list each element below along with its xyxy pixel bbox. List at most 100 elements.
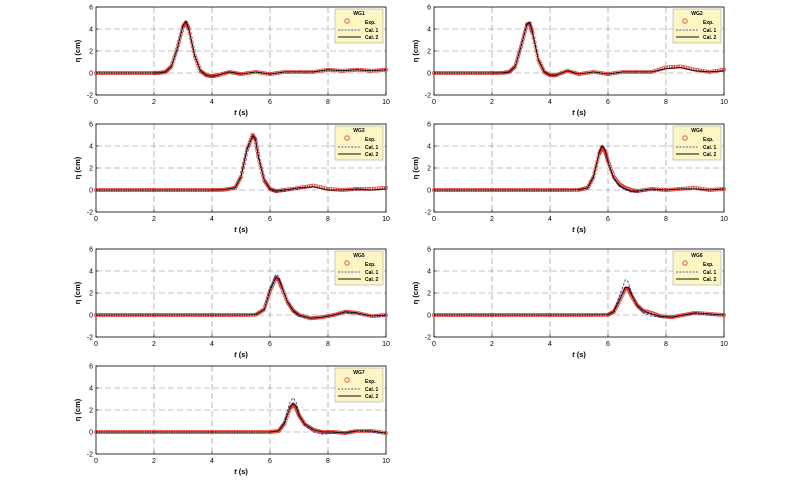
x-tick-label: 4 xyxy=(210,99,214,106)
x-tick-label: 6 xyxy=(268,99,272,106)
legend-title: WG2 xyxy=(691,11,703,17)
x-axis-label: t (s) xyxy=(234,108,248,117)
y-tick-label: 6 xyxy=(89,122,93,129)
data-point xyxy=(306,184,311,189)
x-axis-label: t (s) xyxy=(572,225,586,234)
legend-title: WG4 xyxy=(691,128,703,134)
data-point xyxy=(330,187,335,192)
x-tick-label: 8 xyxy=(664,341,668,348)
x-tick-label: 10 xyxy=(382,458,390,465)
legend-exp-marker xyxy=(682,260,688,266)
legend-cal1-label: Cal. 1 xyxy=(365,145,379,151)
legend-exp-marker xyxy=(682,18,688,24)
y-tick-label: 6 xyxy=(89,247,93,254)
legend-title: WG7 xyxy=(353,370,365,376)
data-point xyxy=(690,186,695,190)
data-point xyxy=(685,186,690,191)
data-point xyxy=(367,186,372,191)
legend-exp-marker xyxy=(344,377,350,383)
y-tick-label: 4 xyxy=(427,144,431,151)
data-point xyxy=(309,184,314,188)
data-point xyxy=(269,284,274,289)
legend-cal2-label: Cal. 2 xyxy=(703,35,717,41)
data-point xyxy=(695,186,700,191)
legend-cal2-label: Cal. 2 xyxy=(365,35,379,41)
x-axis-label: t (s) xyxy=(572,350,586,359)
legend-exp-label: Exp. xyxy=(365,262,376,268)
data-point xyxy=(688,186,693,191)
legend-exp-label: Exp. xyxy=(365,379,376,385)
x-tick-label: 10 xyxy=(720,341,728,348)
y-tick-label: 6 xyxy=(427,5,431,12)
y-tick-label: 0 xyxy=(427,188,431,195)
x-tick-label: 10 xyxy=(382,216,390,223)
legend-exp-marker xyxy=(682,135,688,141)
x-tick-label: 8 xyxy=(326,99,330,106)
x-tick-label: 4 xyxy=(548,341,552,348)
legend-exp-label: Exp. xyxy=(365,20,376,26)
x-tick-label: 0 xyxy=(94,341,98,348)
x-tick-label: 6 xyxy=(606,341,610,348)
y-tick-label: 2 xyxy=(427,49,431,56)
x-tick-label: 8 xyxy=(326,341,330,348)
series-cal2-line xyxy=(96,20,387,77)
x-tick-label: 6 xyxy=(268,216,272,223)
x-tick-label: 10 xyxy=(382,341,390,348)
y-tick-label: 2 xyxy=(427,291,431,298)
series-cal2-line xyxy=(96,276,387,319)
x-axis-label: t (s) xyxy=(234,225,248,234)
legend-cal2-label: Cal. 2 xyxy=(365,394,379,400)
data-point xyxy=(537,59,542,64)
y-tick-label: 4 xyxy=(427,27,431,34)
x-tick-label: 2 xyxy=(152,341,156,348)
data-point xyxy=(697,68,702,73)
data-point xyxy=(541,67,546,72)
x-axis-label: t (s) xyxy=(234,350,248,359)
y-tick-label: 0 xyxy=(89,71,93,78)
x-tick-label: 2 xyxy=(152,458,156,465)
legend-cal1-label: Cal. 1 xyxy=(365,270,379,276)
y-axis-label: η (cm) xyxy=(411,39,420,62)
y-tick-label: 6 xyxy=(89,364,93,371)
data-point xyxy=(270,282,275,287)
legend-exp-marker xyxy=(344,260,350,266)
x-tick-label: 6 xyxy=(606,99,610,106)
x-tick-label: 10 xyxy=(720,99,728,106)
data-point xyxy=(717,68,722,73)
data-point xyxy=(719,68,724,73)
legend-exp-marker xyxy=(344,18,350,24)
legend-cal2-label: Cal. 2 xyxy=(365,152,379,158)
series-cal2-line xyxy=(96,402,387,434)
data-point xyxy=(697,186,702,191)
y-tick-label: 4 xyxy=(89,27,93,34)
legend-title: WG3 xyxy=(353,128,365,134)
data-point xyxy=(540,65,545,70)
y-tick-label: 4 xyxy=(89,386,93,393)
data-point xyxy=(364,186,369,191)
legend-title: WG1 xyxy=(353,11,365,17)
legend-cal1-label: Cal. 1 xyxy=(365,387,379,393)
legend-cal1-label: Cal. 1 xyxy=(703,270,717,276)
data-point xyxy=(168,65,173,70)
y-axis-label: η (cm) xyxy=(411,156,420,179)
y-axis-label: η (cm) xyxy=(73,281,82,304)
y-tick-label: 4 xyxy=(89,269,93,276)
y-tick-label: 0 xyxy=(427,313,431,320)
x-tick-label: 4 xyxy=(210,341,214,348)
y-tick-label: -2 xyxy=(425,210,431,217)
series-exp-markers xyxy=(432,286,726,320)
series-cal1-line xyxy=(96,397,387,435)
x-tick-label: 0 xyxy=(94,216,98,223)
x-tick-label: 10 xyxy=(382,99,390,106)
legend-title: WG5 xyxy=(353,253,365,259)
x-tick-label: 8 xyxy=(326,458,330,465)
legend-exp-label: Exp. xyxy=(703,137,714,143)
